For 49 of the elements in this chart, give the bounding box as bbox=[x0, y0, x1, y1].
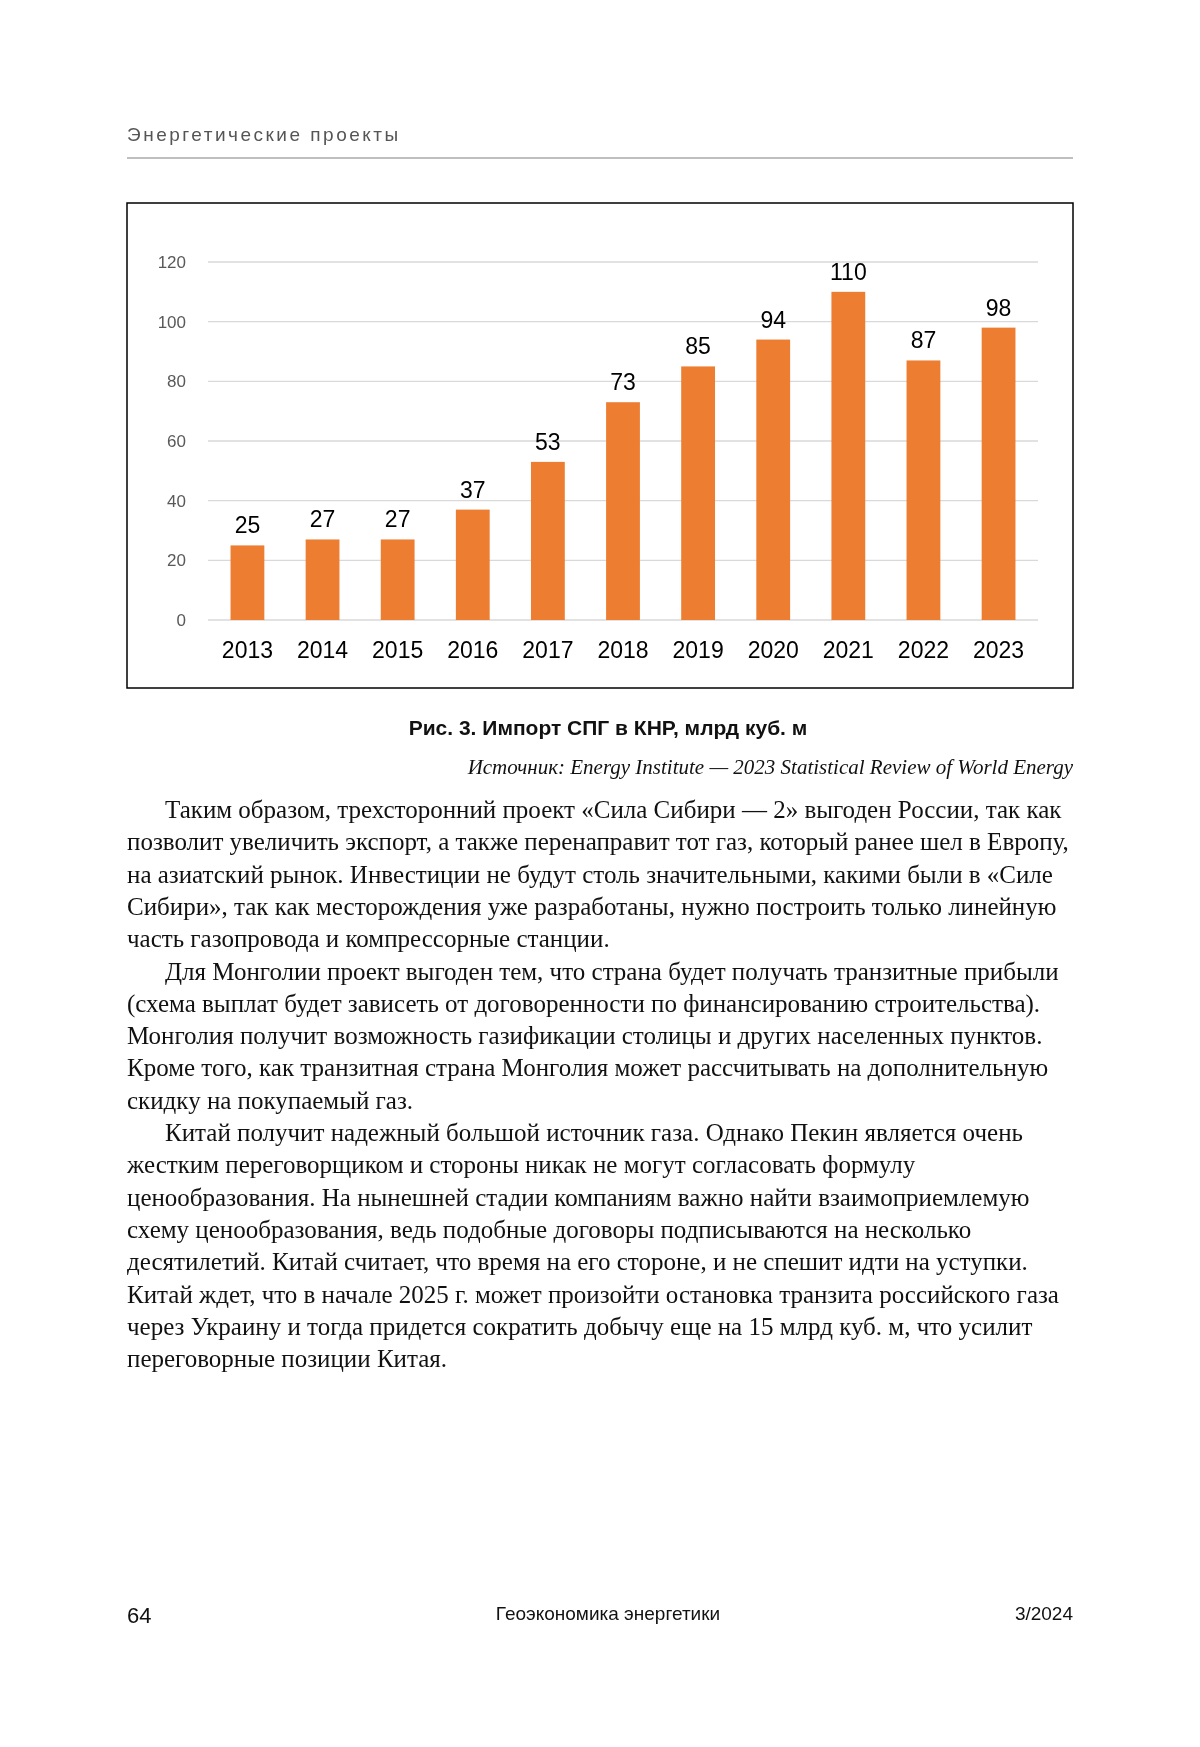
y-tick-label: 40 bbox=[167, 491, 186, 511]
bar bbox=[606, 402, 640, 620]
data-label: 110 bbox=[830, 258, 867, 285]
data-label: 94 bbox=[760, 306, 787, 333]
text: Китай получит надежный большой источник газа. Однако Пекин является очень жестким переговорщиком и стороны никак не могут согласовать формулу ценообразования. На нынешней стадии компаниям важно найти взаимоприемлемую схему ценообразования, ведь подобные договоры подписываются на несколько десятилетий. Китай считает, что время на его стороне, и не спешит идти на уступки. Китай ждет, что в начале 2025 г. может произойти остановка транзита российского газа через Украину и тогда придется сократить добычу еще на 15 млрд куб. м, что усилит переговорные позиции Китая. bbox=[126, 1119, 1059, 1373]
y-tick-label: 20 bbox=[167, 551, 186, 571]
bar bbox=[530, 461, 565, 620]
data-label: 87 bbox=[910, 327, 937, 354]
y-tick-label: 0 bbox=[176, 610, 186, 630]
bar bbox=[455, 509, 490, 620]
data-label: 53 bbox=[535, 428, 561, 455]
x-tick-label: 2016 bbox=[447, 637, 499, 663]
x-tick-label: 2014 bbox=[296, 637, 349, 663]
x-tick-label: 2015 bbox=[372, 637, 424, 663]
data-label: 27 bbox=[384, 506, 411, 533]
bar bbox=[380, 539, 415, 620]
bar bbox=[981, 327, 1016, 620]
bar bbox=[906, 360, 941, 620]
x-tick-label: 2020 bbox=[747, 637, 799, 663]
x-tick-label: 2021 bbox=[822, 637, 874, 663]
text: Таким образом, трехсторонний проект «Сила Сибири — 2» выгоден России, так как позволит увеличить экспорт, а также перенаправит тот газ, который ранее шел в Европу, на азиатский рынок. Инвестиции не будут столь значительными, какими были в «Силе Сибири», так как месторождения уже разработаны, нужно построить только линейную часть газопровода и компрессорные станции. bbox=[127, 796, 1069, 953]
x-tick-label: 2018 bbox=[597, 637, 649, 663]
x-tick-label: 2022 bbox=[897, 637, 950, 663]
x-tick-label: 2017 bbox=[522, 637, 574, 663]
text: Источник: Energy Institute — 2023 Statistical Review of World Energy bbox=[466, 755, 1074, 779]
bar bbox=[230, 545, 265, 620]
x-tick-label: 2023 bbox=[972, 637, 1025, 663]
y-tick-label: 80 bbox=[167, 372, 186, 392]
text: Энергетические проекты bbox=[127, 124, 401, 145]
text: 64 bbox=[127, 1603, 152, 1628]
y-tick-label: 60 bbox=[167, 431, 186, 451]
bar bbox=[756, 339, 791, 620]
data-label: 25 bbox=[234, 512, 261, 539]
bar bbox=[831, 291, 866, 620]
data-label: 98 bbox=[985, 294, 1012, 321]
text: Для Монголии проект выгоден тем, что страна будет получать транзитные прибыли (схема выплат будет зависеть от договоренности по финансированию строительства). Монголия получит возможность газификации столицы и других населенных пунктов. Кроме того, как транзитная страна Монголия может рассчитывать на дополнительную скидку на покупаемый газ. bbox=[127, 957, 1059, 1114]
text: 3/2024 bbox=[1014, 1603, 1074, 1624]
x-tick-label: 2019 bbox=[672, 637, 724, 663]
bar bbox=[305, 539, 340, 620]
data-label: 37 bbox=[459, 476, 486, 503]
y-tick-label: 100 bbox=[157, 312, 186, 332]
text: Рис. 3. Импорт СПГ в КНР, млрд куб. м bbox=[408, 716, 808, 739]
data-label: 73 bbox=[610, 369, 636, 396]
data-label: 27 bbox=[309, 506, 336, 533]
text: Геоэкономика энергетики bbox=[495, 1603, 721, 1624]
x-tick-label: 2013 bbox=[221, 637, 274, 663]
y-tick-label: 120 bbox=[157, 252, 186, 272]
bar bbox=[681, 366, 716, 620]
data-label: 85 bbox=[685, 333, 711, 360]
